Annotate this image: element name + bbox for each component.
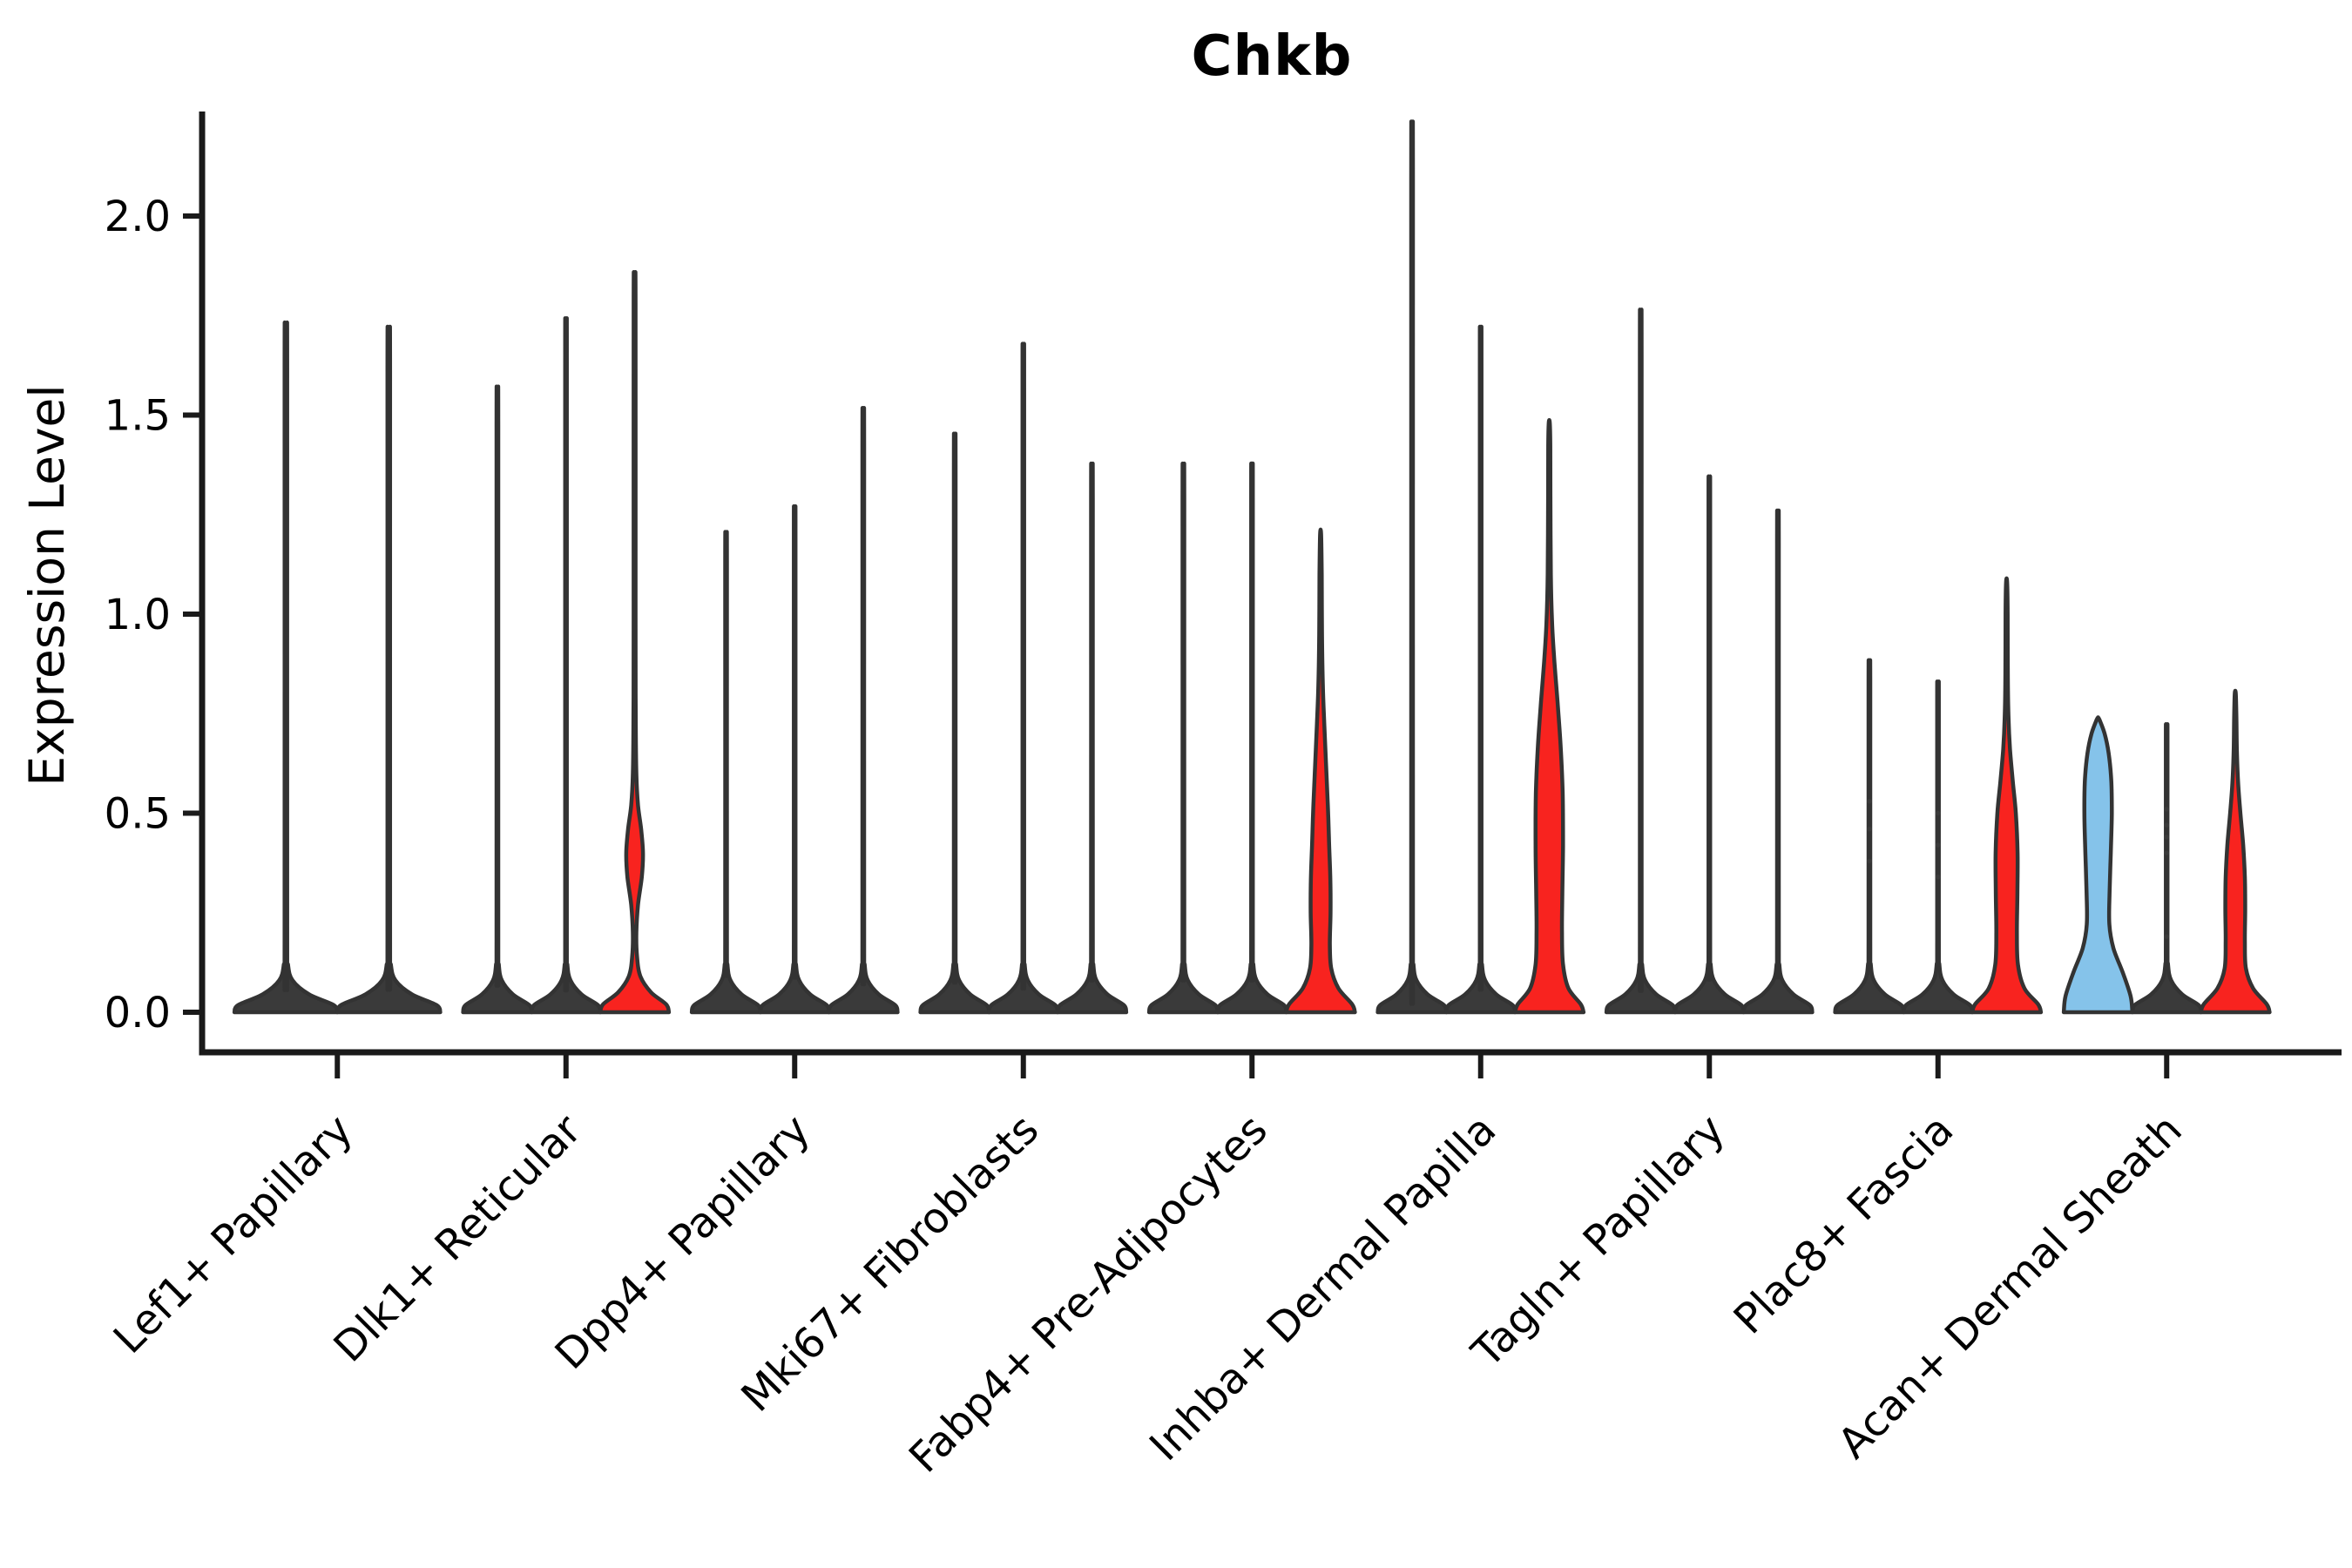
cell-point	[1935, 874, 1941, 880]
violin-7-1	[1604, 308, 1678, 1015]
x-tick-label: Lef1+ Papillary	[105, 1105, 362, 1363]
y-tick-label: 0.5	[105, 789, 171, 838]
violin-1-1	[232, 320, 340, 1015]
violin-3-1	[689, 530, 763, 1015]
x-tick-label: Dpp4+ Papillary	[546, 1105, 820, 1379]
cell-point	[1867, 798, 1872, 804]
y-tick-label: 1.5	[105, 391, 171, 440]
x-tick-label: Dlk1+ Reticular	[325, 1105, 591, 1372]
violin-3-3	[827, 406, 900, 1015]
cell-point	[1867, 826, 1872, 832]
cell-point	[2164, 822, 2170, 828]
violin-4-3	[1055, 462, 1129, 1015]
cell-point	[2164, 850, 2170, 855]
cell-point	[1935, 810, 1941, 816]
violin-6-2	[1444, 324, 1517, 1015]
violin-6-3	[1512, 417, 1586, 1015]
violin-5-1	[1146, 462, 1220, 1015]
violin-4-1	[918, 431, 991, 1015]
violin-2-3	[598, 270, 672, 1015]
violin-9-2	[2130, 722, 2203, 1015]
violin-2-2	[530, 316, 603, 1015]
x-tick-label: Tagln+ Papillary	[1462, 1105, 1734, 1377]
violin-5-2	[1215, 462, 1288, 1015]
violin-4-2	[987, 341, 1060, 1015]
y-tick-label: 1.0	[105, 591, 171, 639]
violin-8-3	[1970, 576, 2044, 1015]
violin-3-2	[758, 504, 831, 1015]
cell-point	[2164, 807, 2170, 812]
x-tick-label: Plac8+ Fascia	[1725, 1105, 1963, 1344]
cell-point	[1935, 842, 1941, 848]
violin-9-3	[2199, 688, 2272, 1015]
y-tick-label: 0.0	[105, 989, 171, 1037]
violin-2-1	[461, 384, 534, 1015]
chart-title: Chkb	[1191, 24, 1353, 89]
cell-point	[2164, 835, 2170, 840]
violin-6-1	[1375, 119, 1449, 1015]
violin-9-1	[2061, 715, 2135, 1015]
cell-point	[2164, 934, 2170, 939]
cell-point	[1867, 858, 1872, 864]
violin-7-3	[1741, 508, 1815, 1015]
violin-8-1	[1833, 658, 1906, 1015]
violin-5-3	[1284, 527, 1357, 1015]
violin-7-2	[1673, 474, 1746, 1015]
violin-1-2	[335, 324, 443, 1015]
y-tick-label: 2.0	[105, 193, 171, 241]
